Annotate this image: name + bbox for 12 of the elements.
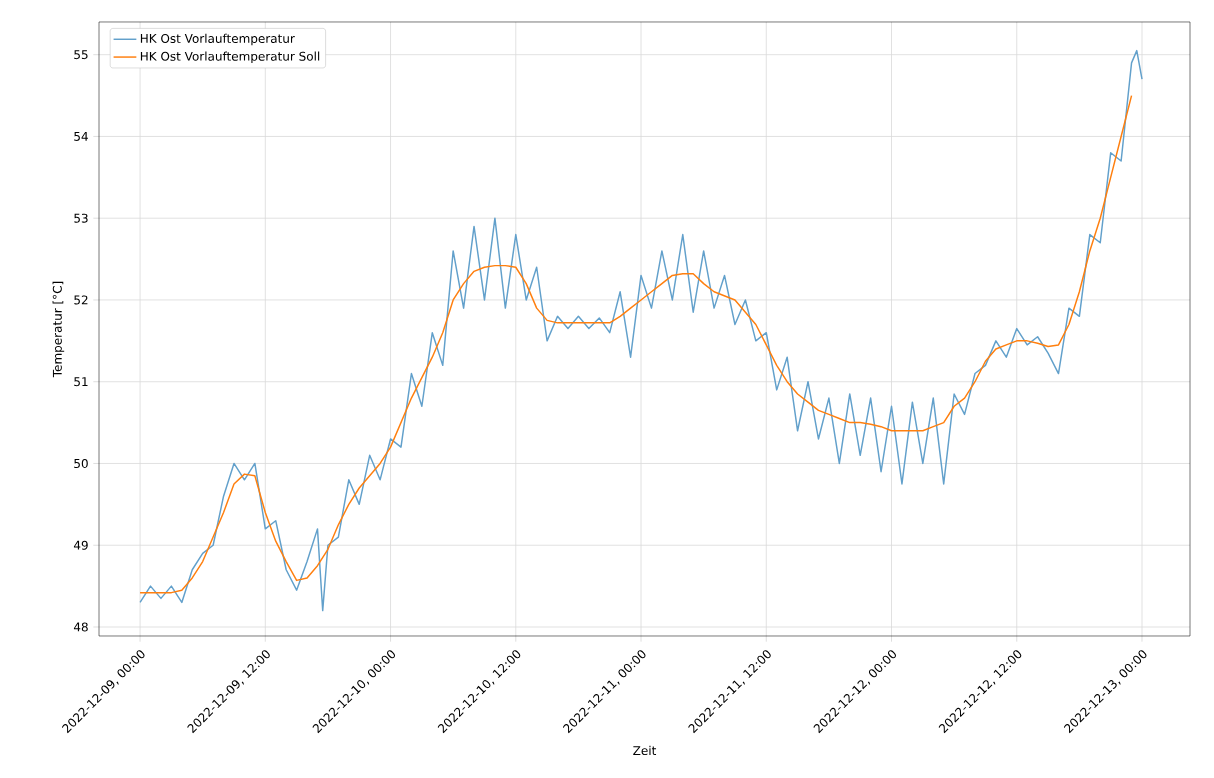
legend-label: HK Ost Vorlauftemperatur Soll [140,51,320,64]
x-axis-title: Zeit [633,745,657,756]
y-tick-label: 54 [74,131,88,141]
y-tick-label: 48 [73,622,88,632]
y-axis-title: Temperatur [°C] [52,281,65,378]
y-tick-label: 53 [74,213,88,223]
y-tick-label: 52 [74,295,88,305]
y-tick-label: 50 [74,458,88,469]
y-tick-label: 55 [74,50,88,60]
legend-label: HK Ost Vorlauftemperatur [140,33,295,46]
y-tick-label: 51 [74,377,88,387]
y-tick-label: 49 [73,540,88,550]
